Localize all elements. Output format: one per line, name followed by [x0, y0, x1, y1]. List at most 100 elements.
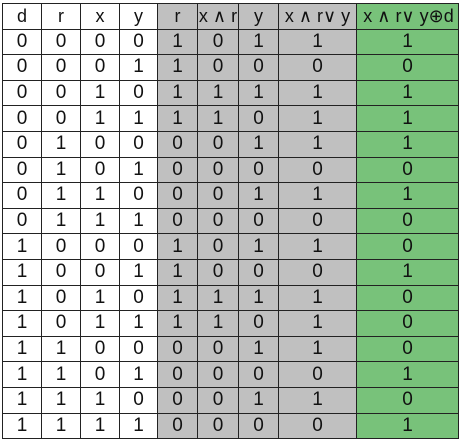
table-cell: 1 [41, 156, 81, 184]
table-cell: 0 [2, 105, 42, 132]
header-result: x ∧ r∨ y⊕d [356, 3, 459, 30]
table-cell: 1 [2, 310, 42, 337]
table-cell: 0 [238, 207, 279, 235]
table-cell: 1 [119, 310, 158, 337]
table-cell: 1 [80, 105, 120, 132]
table-cell: 0 [356, 310, 459, 337]
table-cell: 1 [2, 284, 42, 312]
table-cell: 1 [278, 28, 357, 56]
table-cell: 0 [356, 233, 459, 260]
table-cell: 1 [80, 284, 120, 312]
table-cell: 1 [278, 335, 357, 363]
table-cell: 1 [197, 105, 239, 132]
header-not-r: r [157, 3, 198, 30]
table-cell: 1 [80, 310, 120, 337]
table-cell: 1 [80, 412, 120, 439]
table-cell: 1 [80, 207, 120, 235]
header-x: x [80, 3, 120, 30]
table-cell: 0 [278, 156, 357, 184]
table-cell: 1 [356, 105, 459, 132]
table-cell: 0 [119, 79, 158, 107]
table-cell: 0 [119, 284, 158, 312]
table-cell: 0 [197, 412, 239, 439]
table-cell: 0 [157, 130, 198, 158]
table-cell: 0 [2, 54, 42, 81]
header-x-and-not-r-or-not-y: x ∧ r∨ y [278, 3, 357, 30]
table-cell: 1 [157, 233, 198, 260]
table-cell: 1 [197, 310, 239, 337]
table-cell: 0 [238, 310, 279, 337]
table-cell: 0 [278, 361, 357, 388]
table-cell: 1 [238, 28, 279, 56]
table-cell: 0 [119, 233, 158, 260]
table-cell: 1 [278, 105, 357, 132]
table-cell: 0 [197, 156, 239, 184]
table-cell: 0 [278, 258, 357, 286]
table-cell: 1 [278, 386, 357, 414]
table-cell: 0 [356, 207, 459, 235]
table-cell: 0 [41, 310, 81, 337]
table-cell: 1 [356, 412, 459, 439]
header-x-and-not-r: x ∧ r [197, 3, 239, 30]
table-cell: 0 [278, 412, 357, 439]
table-cell: 1 [238, 130, 279, 158]
table-cell: 0 [278, 54, 357, 81]
table-cell: 0 [197, 233, 239, 260]
table-cell: 0 [197, 28, 239, 56]
table-cell: 1 [238, 233, 279, 260]
table-cell: 1 [278, 130, 357, 158]
table-cell: 0 [41, 258, 81, 286]
table-cell: 1 [356, 182, 459, 209]
table-cell: 0 [157, 207, 198, 235]
table-cell: 0 [2, 130, 42, 158]
table-cell: 0 [356, 284, 459, 312]
table-cell: 1 [238, 284, 279, 312]
table-cell: 1 [2, 361, 42, 388]
table-cell: 0 [157, 386, 198, 414]
table-cell: 0 [41, 28, 81, 56]
table-cell: 1 [119, 412, 158, 439]
table-cell: 1 [197, 79, 239, 107]
header-y: y [119, 3, 158, 30]
table-cell: 0 [157, 412, 198, 439]
table-cell: 0 [157, 335, 198, 363]
table-cell: 1 [157, 28, 198, 56]
table-cell: 1 [356, 28, 459, 56]
table-cell: 0 [41, 284, 81, 312]
table-cell: 1 [80, 386, 120, 414]
table-cell: 1 [238, 182, 279, 209]
table-cell: 1 [238, 386, 279, 414]
table-cell: 1 [278, 79, 357, 107]
table-cell: 0 [197, 335, 239, 363]
table-cell: 1 [119, 207, 158, 235]
table-cell: 0 [2, 182, 42, 209]
table-cell: 1 [2, 233, 42, 260]
table-cell: 1 [119, 361, 158, 388]
table-cell: 1 [119, 258, 158, 286]
table-cell: 1 [278, 182, 357, 209]
table-cell: 0 [119, 28, 158, 56]
table-cell: 0 [41, 79, 81, 107]
table-cell: 1 [238, 79, 279, 107]
table-cell: 0 [197, 130, 239, 158]
table-cell: 0 [238, 258, 279, 286]
table-cell: 0 [238, 105, 279, 132]
table-cell: 0 [2, 79, 42, 107]
table-cell: 1 [2, 386, 42, 414]
table-cell: 1 [119, 54, 158, 81]
header-r: r [41, 3, 81, 30]
table-cell: 0 [80, 361, 120, 388]
table-cell: 0 [278, 207, 357, 235]
table-cell: 1 [119, 156, 158, 184]
table-cell: 1 [157, 258, 198, 286]
